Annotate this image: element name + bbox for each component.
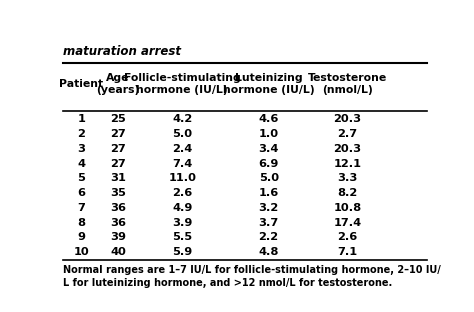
Text: 8.2: 8.2 (337, 188, 358, 198)
Text: 27: 27 (110, 158, 126, 168)
Text: 5.0: 5.0 (172, 129, 192, 139)
Text: 2.2: 2.2 (259, 232, 279, 242)
Text: 3.4: 3.4 (258, 144, 279, 154)
Text: 3.2: 3.2 (258, 203, 279, 213)
Text: 4.9: 4.9 (172, 203, 192, 213)
Text: 10: 10 (73, 247, 89, 257)
Text: 36: 36 (110, 203, 126, 213)
Text: maturation arrest: maturation arrest (63, 45, 181, 58)
Text: 1: 1 (77, 114, 85, 124)
Text: 4.8: 4.8 (258, 247, 279, 257)
Text: 2.6: 2.6 (337, 232, 358, 242)
Text: 27: 27 (110, 129, 126, 139)
Text: Follicle-stimulating
hormone (IU/L): Follicle-stimulating hormone (IU/L) (124, 74, 241, 95)
Text: 4.6: 4.6 (258, 114, 279, 124)
Text: 5: 5 (77, 173, 85, 183)
Text: 35: 35 (110, 188, 126, 198)
Text: 7.1: 7.1 (337, 247, 358, 257)
Text: 1.6: 1.6 (258, 188, 279, 198)
Text: 4.2: 4.2 (172, 114, 192, 124)
Text: Age
(years): Age (years) (96, 74, 140, 95)
Text: 20.3: 20.3 (334, 144, 362, 154)
Text: 5.5: 5.5 (172, 232, 192, 242)
Text: 2.7: 2.7 (337, 129, 358, 139)
Text: 9: 9 (77, 232, 85, 242)
Text: 11.0: 11.0 (168, 173, 196, 183)
Text: 5.9: 5.9 (172, 247, 192, 257)
Text: 8: 8 (77, 218, 85, 228)
Text: 6.9: 6.9 (258, 158, 279, 168)
Text: 2.4: 2.4 (172, 144, 192, 154)
Text: 39: 39 (110, 232, 126, 242)
Text: Luteinizing
hormone (IU/L): Luteinizing hormone (IU/L) (223, 74, 314, 95)
Text: Normal ranges are 1–7 IU/L for follicle-stimulating hormone, 2–10 IU/
L for lute: Normal ranges are 1–7 IU/L for follicle-… (63, 265, 441, 288)
Text: 2: 2 (77, 129, 85, 139)
Text: 25: 25 (110, 114, 126, 124)
Text: 6: 6 (77, 188, 85, 198)
Text: 7: 7 (77, 203, 85, 213)
Text: 2.6: 2.6 (172, 188, 192, 198)
Text: 27: 27 (110, 144, 126, 154)
Text: 4: 4 (77, 158, 85, 168)
Text: Testosterone
(nmol/L): Testosterone (nmol/L) (308, 74, 387, 95)
Text: 1.0: 1.0 (259, 129, 279, 139)
Text: 20.3: 20.3 (334, 114, 362, 124)
Text: 36: 36 (110, 218, 126, 228)
Text: 3.9: 3.9 (172, 218, 192, 228)
Text: 31: 31 (110, 173, 126, 183)
Text: Patient: Patient (59, 79, 103, 89)
Text: 12.1: 12.1 (334, 158, 362, 168)
Text: 5.0: 5.0 (259, 173, 279, 183)
Text: 40: 40 (110, 247, 126, 257)
Text: 10.8: 10.8 (334, 203, 362, 213)
Text: 3: 3 (77, 144, 85, 154)
Text: 7.4: 7.4 (172, 158, 192, 168)
Text: 17.4: 17.4 (334, 218, 362, 228)
Text: 3.3: 3.3 (337, 173, 358, 183)
Text: 3.7: 3.7 (258, 218, 279, 228)
